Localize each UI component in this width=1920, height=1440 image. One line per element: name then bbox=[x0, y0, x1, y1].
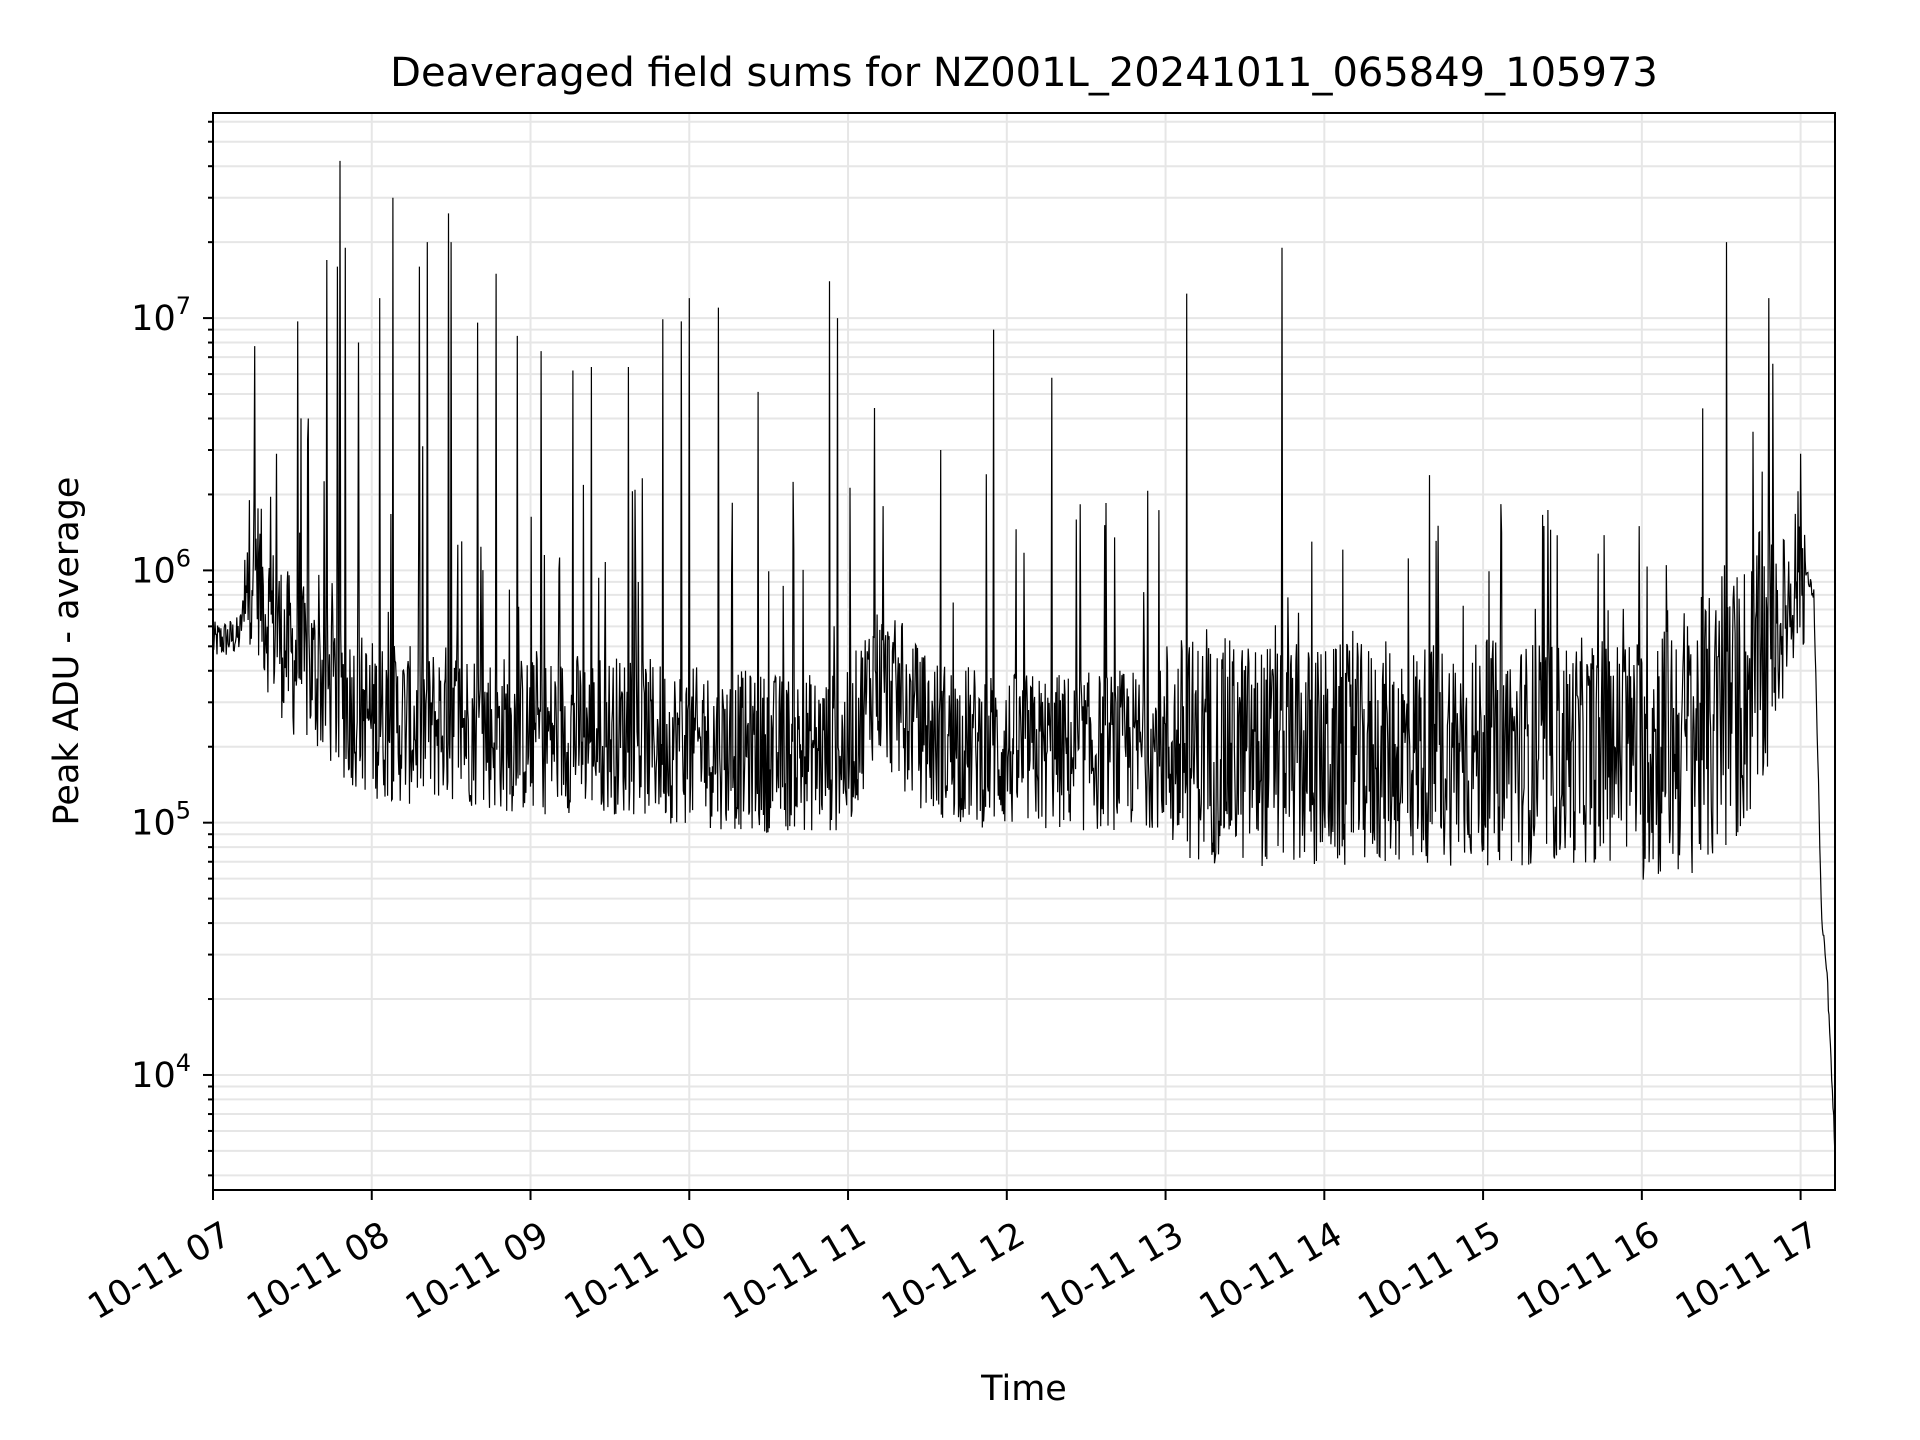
series-line bbox=[212, 160, 1836, 1158]
axes-frame bbox=[212, 112, 1836, 1191]
chart-title: Deaveraged field sums for NZ001L_2024101… bbox=[390, 50, 1658, 96]
y-tick-label: 106 bbox=[131, 544, 191, 591]
y-tick-label: 107 bbox=[131, 292, 191, 339]
y-tick-label: 105 bbox=[131, 797, 191, 844]
x-axis-label: Time bbox=[980, 1369, 1067, 1409]
plot-area bbox=[212, 160, 1836, 1158]
y-axis-label: Peak ADU - average bbox=[47, 477, 87, 826]
y-tick-label: 104 bbox=[131, 1049, 191, 1096]
